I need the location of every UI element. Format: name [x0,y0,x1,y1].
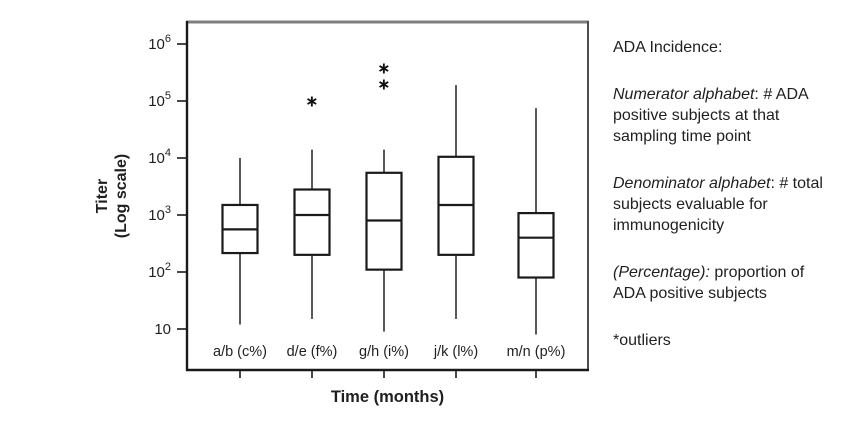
y-tick-label: 103 [148,204,171,224]
note-1-text: : # ADA positive subjects at that sampli… [613,86,808,145]
note-2-lead: Denominator alphabet [613,175,771,192]
y-tick-label: 106 [148,33,171,53]
y-axis-title-line2: (Log scale) [113,153,130,239]
y-axis-title: Titer (Log scale) [93,154,131,238]
category-label: m/n (p%) [507,344,566,360]
outlier-star: ∗ [377,58,390,77]
note-outliers: *outliers [613,330,831,351]
note-3-lead: (Percentage): [613,264,710,281]
note-denominator: Denominator alphabet: # total subjects e… [613,173,831,236]
category-label: d/e (f%) [287,344,338,360]
outlier-star: ∗ [305,92,318,111]
y-tick-label: 102 [148,261,171,281]
note-numerator: Numerator alphabet: # ADA positive subje… [613,84,831,147]
note-1-lead: Numerator alphabet [613,86,755,103]
category-label: j/k (l%) [433,344,478,360]
y-tick-label: 104 [148,147,171,167]
note-2-text: : # total subjects evaluable for immunog… [613,175,823,234]
note-percentage: (Percentage): proportion of ADA positive… [613,262,831,304]
annotation-panel: ADA Incidence: Numerator alphabet: # ADA… [613,37,831,377]
y-tick-label: 10 [154,321,171,338]
box [293,188,331,256]
y-axis-title-line1: Titer [94,178,111,214]
note-3-text: proportion of ADA positive subjects [613,264,805,302]
x-axis-title: Time (months) [330,388,445,406]
note-4-text: *outliers [613,332,671,349]
note-ada-incidence: ADA Incidence: [613,37,831,58]
category-label: a/b (c%) [213,344,267,360]
outlier-star: ∗ [377,74,390,93]
boxplot-chart: 106 105 104 103 102 10 a/b (c%) d/e (f%) g/h (i%… [148,20,589,378]
y-tick-label: 105 [148,90,171,110]
box [517,211,555,279]
note-0-text: ADA Incidence: [613,39,723,56]
category-label: g/h (i%) [359,344,409,360]
